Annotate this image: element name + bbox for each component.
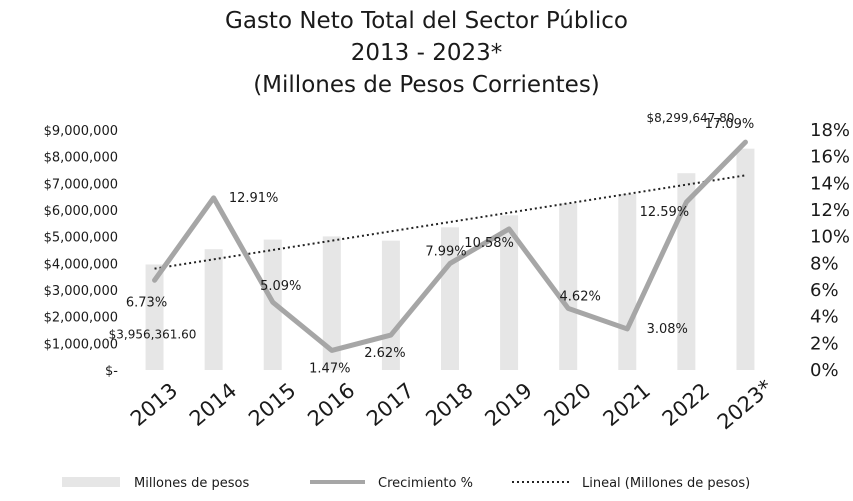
legend-label-growth: Crecimiento % <box>378 476 473 491</box>
y-left-tick-label: $4,000,000 <box>44 257 118 272</box>
bar-2013 <box>145 264 164 370</box>
x-tick-label: 2017 <box>362 378 418 431</box>
chart-title: Gasto Neto Total del Sector Público <box>225 8 628 34</box>
growth-data-label: 2.62% <box>364 346 405 361</box>
x-tick-label: 2022 <box>658 378 714 431</box>
growth-data-label: 12.91% <box>229 191 279 206</box>
y-right-tick-label: 16% <box>810 147 850 168</box>
y-left-tick-label: $5,000,000 <box>44 231 118 246</box>
y-left-tick-label: $7,000,000 <box>44 177 118 192</box>
x-tick-label: 2013 <box>126 378 182 431</box>
bar-2019 <box>500 215 519 370</box>
y-left-tick-label: $3,000,000 <box>44 284 118 299</box>
growth-data-label: 7.99% <box>425 244 466 259</box>
y-left-tick-label: $1,000,000 <box>44 337 118 352</box>
x-tick-label: 2021 <box>599 378 655 431</box>
bar-2016 <box>322 236 341 370</box>
y-right-tick-label: 0% <box>810 360 839 381</box>
x-tick-label: 2023* <box>713 375 777 434</box>
y-left-tick-label: $- <box>105 364 118 379</box>
growth-data-label: 1.47% <box>309 361 350 376</box>
bar-value-label-last: $8,299,647.80 <box>647 111 735 125</box>
x-tick-label: 2019 <box>480 378 536 431</box>
y-right-tick-label: 18% <box>810 120 850 141</box>
growth-data-label: 10.58% <box>464 236 514 251</box>
y-right-tick-label: 2% <box>810 333 839 354</box>
x-tick-label: 2018 <box>421 378 477 431</box>
bar-2014 <box>204 249 223 370</box>
bar-2023 <box>736 148 755 370</box>
chart-title-note: (Millones de Pesos Corrientes) <box>253 72 600 98</box>
y-right-tick-label: 4% <box>810 307 839 328</box>
growth-data-label: 12.59% <box>640 205 690 220</box>
bar-2020 <box>559 203 578 370</box>
growth-data-label: 5.09% <box>260 279 301 294</box>
bar-2021 <box>618 194 637 370</box>
y-left-tick-label: $6,000,000 <box>44 204 118 219</box>
x-tick-label: 2014 <box>185 378 241 431</box>
legend-label-trend: Lineal (Millones de pesos) <box>582 476 750 491</box>
x-tick-label: 2020 <box>539 378 595 431</box>
growth-line <box>152 139 748 353</box>
y-right-tick-label: 8% <box>810 253 839 274</box>
y-right-tick-label: 10% <box>810 227 850 248</box>
x-tick-label: 2015 <box>244 378 300 431</box>
chart-subtitle: 2013 - 2023* <box>350 40 503 66</box>
y-left-tick-label: $9,000,000 <box>44 124 118 139</box>
y-right-tick-label: 14% <box>810 173 850 194</box>
bar-value-label-first: $3,956,361.60 <box>109 327 197 341</box>
bar-2022 <box>677 173 696 370</box>
y-right-tick-label: 12% <box>810 200 850 221</box>
growth-data-label: 4.62% <box>560 289 601 304</box>
y-right-tick-label: 6% <box>810 280 839 301</box>
legend-label-bars: Millones de pesos <box>134 476 250 491</box>
y-left-tick-label: $8,000,000 <box>44 151 118 166</box>
growth-data-label: 17.09% <box>705 117 755 132</box>
growth-data-label: 6.73% <box>126 295 167 310</box>
y-left-tick-label: $2,000,000 <box>44 311 118 326</box>
growth-data-label: 3.08% <box>647 322 688 337</box>
x-tick-label: 2016 <box>303 378 359 431</box>
